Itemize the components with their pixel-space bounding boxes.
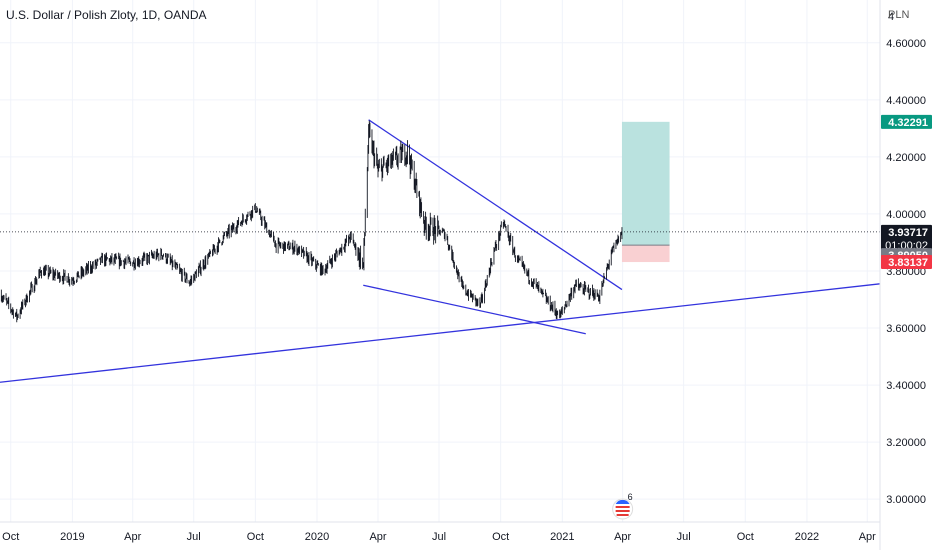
x-tick-label-6: Apr [369,531,386,543]
x-tick-label-8: Oct [492,531,509,543]
price-unit-label[interactable]: PLN [888,9,910,21]
y-tick-label-6: 3.40000 [886,380,926,392]
grid [0,0,880,522]
y-tick-label-5: 3.60000 [886,323,926,335]
event-icon-stripe-3 [616,514,629,516]
event-icon-stripe-1 [615,506,630,508]
trendline-2 [363,284,586,335]
y-tick-label-7: 3.20000 [886,437,926,449]
x-tick-label-12: Oct [737,531,754,543]
y-tick-label-1: 4.40000 [886,95,926,107]
x-tick-label-1: 2019 [60,531,84,543]
x-tick-label-5: 2020 [305,531,329,543]
x-tick-label-14: Apr [859,531,876,543]
x-tick-label-11: Jul [677,531,691,543]
position-target-zone [621,121,670,246]
x-tick-label-7: Jul [432,531,446,543]
chart-title: U.S. Dollar / Polish Zloty, 1D, OANDA [6,8,207,22]
y-tick-label-8: 3.00000 [886,494,926,506]
x-tick-label-4: Oct [247,531,264,543]
x-tick-label-3: Jul [187,531,201,543]
price-label-1: 3.93717 [888,227,928,239]
position-stop-zone [621,245,670,263]
x-tick-label-9: 2021 [550,531,574,543]
price-label-0: 4.32291 [888,117,928,129]
x-tick-label-0: Oct [2,531,19,543]
x-tick-label-10: Apr [614,531,631,543]
price-label-bg-0 [881,114,932,129]
price-label-3: 3.83137 [888,257,928,269]
drawings[interactable] [0,119,881,383]
y-tick-label-3: 4.00000 [886,209,926,221]
price-axis-top-label: 4 [888,11,894,23]
price-label-bg-3 [881,255,932,270]
y-tick-label-0: 4.60000 [886,38,926,50]
x-tick-label-13: 2022 [795,531,819,543]
trendline-0 [0,283,881,383]
x-tick-label-2: Apr [124,531,141,543]
event-icon-stripe-2 [615,510,630,512]
event-icon-badge: 6 [628,492,633,502]
y-tick-label-2: 4.20000 [886,152,926,164]
price-series [0,120,623,323]
event-icon-top [615,499,630,504]
price-label-bg-1 [881,224,932,253]
trendline-1 [368,119,623,291]
